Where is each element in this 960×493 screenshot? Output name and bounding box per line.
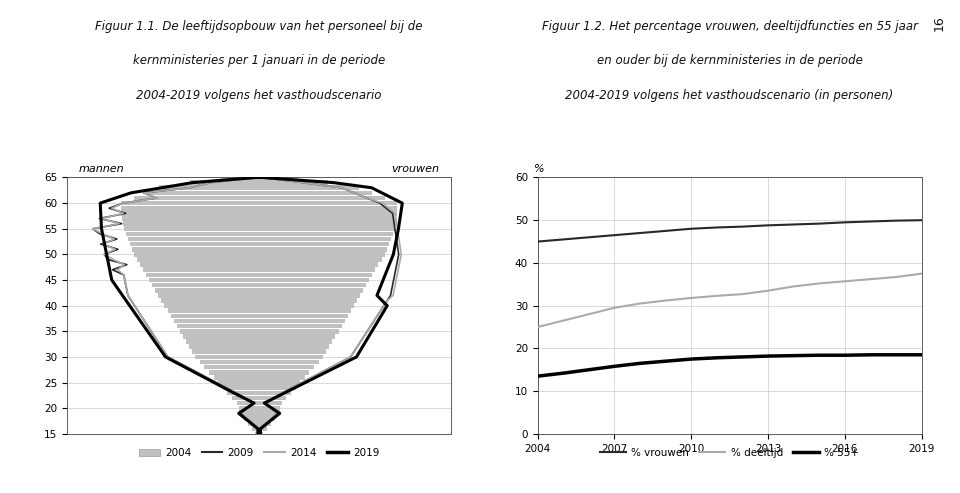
Text: 2004-2019 volgens het vasthoudscenario (in personen): 2004-2019 volgens het vasthoudscenario (… xyxy=(565,89,894,102)
Text: %: % xyxy=(534,164,544,174)
Bar xyxy=(161,298,357,303)
Bar xyxy=(183,334,335,339)
Bar xyxy=(156,288,363,292)
Bar xyxy=(221,175,298,180)
Bar xyxy=(128,237,391,241)
Bar xyxy=(244,416,275,421)
Bar xyxy=(174,319,345,323)
Bar xyxy=(130,242,389,246)
Bar xyxy=(122,216,396,221)
Bar xyxy=(140,262,378,267)
Bar xyxy=(121,206,397,211)
Bar xyxy=(255,431,263,436)
Bar xyxy=(214,375,304,380)
Bar xyxy=(239,406,279,411)
Bar xyxy=(218,380,300,385)
Text: mannen: mannen xyxy=(79,164,125,174)
Bar xyxy=(133,196,385,200)
Text: kernministeries per 1 januari in de periode: kernministeries per 1 januari in de peri… xyxy=(133,54,385,67)
Bar xyxy=(232,396,286,400)
Bar xyxy=(137,257,381,262)
Bar xyxy=(132,247,387,251)
Bar xyxy=(121,201,397,206)
Bar xyxy=(186,339,332,344)
Bar xyxy=(189,345,329,349)
Bar xyxy=(223,386,296,390)
Bar xyxy=(177,324,342,328)
Bar xyxy=(164,303,354,308)
Bar xyxy=(146,273,372,277)
Bar xyxy=(121,211,397,215)
Bar xyxy=(159,185,359,190)
Bar xyxy=(252,426,267,431)
Legend: % vrouwen, % deeltijd, % 55+: % vrouwen, % deeltijd, % 55+ xyxy=(595,444,864,462)
Bar xyxy=(241,411,277,416)
Bar xyxy=(149,278,370,282)
Bar xyxy=(158,293,360,298)
Bar xyxy=(147,191,372,195)
Text: vrouwen: vrouwen xyxy=(392,164,440,174)
Bar xyxy=(209,370,309,375)
Bar xyxy=(248,422,271,426)
Bar xyxy=(190,180,328,185)
Text: en ouder bij de kernministeries in de periode: en ouder bij de kernministeries in de pe… xyxy=(597,54,862,67)
Bar xyxy=(126,232,393,236)
Bar xyxy=(192,350,326,354)
Bar xyxy=(204,365,314,369)
Bar xyxy=(168,309,350,313)
Bar xyxy=(180,329,339,334)
Bar xyxy=(143,268,375,272)
Bar xyxy=(200,360,319,364)
Text: Figuur 1.1. De leeftijdsopbouw van het personeel bij de: Figuur 1.1. De leeftijdsopbouw van het p… xyxy=(95,20,423,33)
Bar xyxy=(153,283,366,287)
Text: Figuur 1.2. Het percentage vrouwen, deeltijdfuncties en 55 jaar: Figuur 1.2. Het percentage vrouwen, deel… xyxy=(541,20,918,33)
Bar xyxy=(124,226,395,231)
Bar xyxy=(171,314,348,318)
Text: 16: 16 xyxy=(932,15,946,31)
Bar xyxy=(228,390,291,395)
Text: 2004-2019 volgens het vasthoudscenario: 2004-2019 volgens het vasthoudscenario xyxy=(136,89,382,102)
Bar xyxy=(133,252,385,257)
Bar xyxy=(123,221,396,226)
Legend: 2004, 2009, 2014, 2019: 2004, 2009, 2014, 2019 xyxy=(134,444,384,462)
Bar xyxy=(195,354,324,359)
Bar xyxy=(237,401,281,405)
